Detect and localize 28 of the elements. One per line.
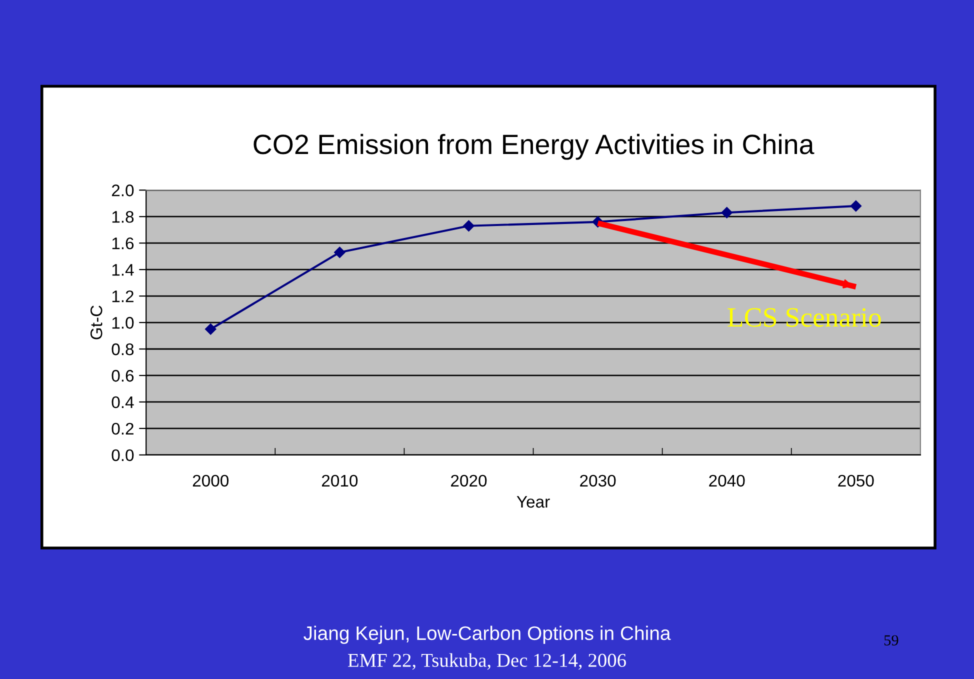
point [205, 324, 216, 335]
y-axis-title: Gt-C [90, 306, 102, 340]
y-tick-label: 0.0 [112, 449, 134, 462]
point [463, 220, 474, 232]
point [721, 207, 732, 218]
point [850, 200, 862, 212]
x-tick-label: 2020 [451, 474, 487, 487]
y-tick-label: 2.0 [112, 184, 134, 196]
x-tick-label: 2030 [580, 474, 616, 487]
x-tick-label: 2000 [192, 474, 229, 487]
text: 59 [884, 635, 898, 646]
y-tick-label: 0.4 [112, 396, 134, 408]
text: Jiang Kejun, Low-Carbon Options in China [304, 626, 671, 644]
y-tick-label: 1.4 [112, 264, 134, 276]
y-tick-label: 0.6 [112, 370, 134, 382]
text: EMF 22, Tsukuba, Dec 12-14, 2006 [348, 653, 626, 670]
x-tick-label: 2050 [838, 474, 874, 487]
chart-title: CO2 Emission from Energy Activities in China [254, 134, 814, 160]
x-tick-label: 2040 [709, 474, 745, 487]
x-axis-title: Year [516, 496, 550, 508]
y-tick-label: 1.2 [112, 290, 134, 302]
y-tick-label: 0.2 [112, 422, 134, 435]
point [334, 246, 346, 258]
x-tick-label: 2010 [322, 474, 358, 487]
y-tick-label: 1.8 [112, 211, 134, 223]
y-tick-label: 0.8 [112, 343, 134, 356]
y-tick-label: 1.0 [112, 316, 134, 329]
y-tick-label: 1.6 [112, 237, 134, 250]
